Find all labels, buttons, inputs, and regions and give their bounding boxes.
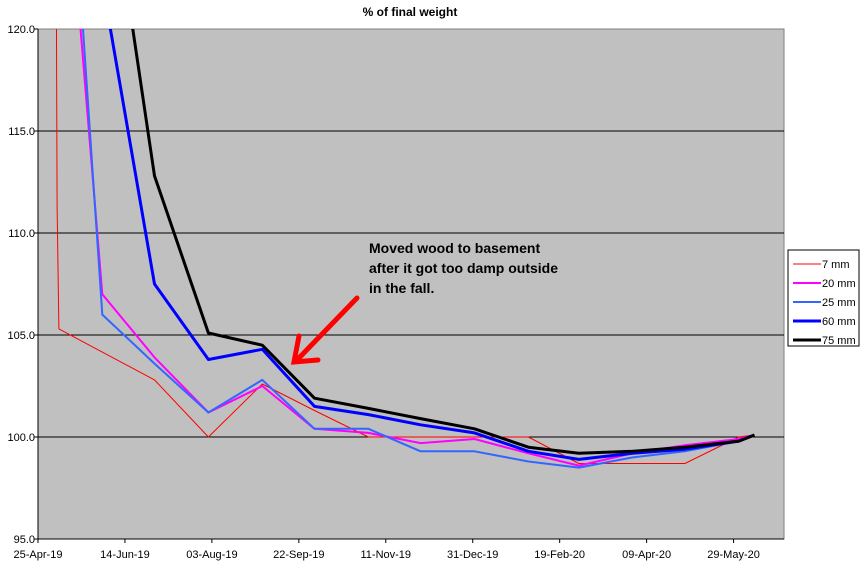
x-tick-label: 09-Apr-20 bbox=[622, 549, 671, 561]
y-tick-label: 115.0 bbox=[8, 126, 35, 138]
annotation-line-1: Moved wood to basement bbox=[369, 240, 540, 256]
y-tick-label: 95.0 bbox=[14, 534, 35, 546]
series-line-75-mm bbox=[131, 29, 755, 455]
x-tick-label: 29-May-20 bbox=[707, 549, 760, 561]
y-tick-label: 120.0 bbox=[7, 24, 35, 36]
y-tick-label: 100.0 bbox=[7, 432, 35, 444]
x-tick-label: 25-Apr-19 bbox=[14, 549, 63, 561]
annotation-line-2: after it got too damp outside bbox=[369, 260, 558, 276]
series-line-60-mm bbox=[108, 29, 755, 461]
y-tick-label: 105.0 bbox=[7, 330, 35, 342]
legend-label-75-mm: 75 mm bbox=[822, 335, 856, 347]
x-tick-label: 22-Sep-19 bbox=[273, 549, 324, 561]
x-tick-label: 11-Nov-19 bbox=[361, 549, 412, 561]
x-tick-label: 31-Dec-19 bbox=[447, 549, 498, 561]
annotation-line-3: in the fall. bbox=[369, 280, 434, 296]
legend-label-25-mm: 25 mm bbox=[822, 297, 856, 309]
x-tick-label: 03-Aug-19 bbox=[186, 549, 237, 561]
legend: 7 mm 20 mm 25 mm 60 mm 75 mm bbox=[787, 249, 860, 347]
x-tick-label: 19-Feb-20 bbox=[534, 549, 585, 561]
legend-label-60-mm: 60 mm bbox=[822, 316, 856, 328]
chart-title: % of final weight bbox=[363, 5, 458, 19]
series-lines bbox=[55, 29, 755, 469]
legend-label-7-mm: 7 mm bbox=[822, 259, 850, 271]
series-line-25-mm bbox=[81, 29, 755, 469]
y-axis: 95.0 100.0 105.0 110.0 115.0 120.0 bbox=[7, 24, 39, 546]
y-tick-label: 110.0 bbox=[8, 228, 35, 240]
annotation-arrow bbox=[290, 295, 360, 365]
x-axis: 25-Apr-19 14-Jun-19 03-Aug-19 22-Sep-19 11-N… bbox=[14, 538, 784, 561]
x-tick-label: 14-Jun-19 bbox=[100, 549, 150, 561]
annotation: Moved wood to basement after it got too … bbox=[290, 240, 558, 365]
legend-label-20-mm: 20 mm bbox=[822, 278, 856, 290]
